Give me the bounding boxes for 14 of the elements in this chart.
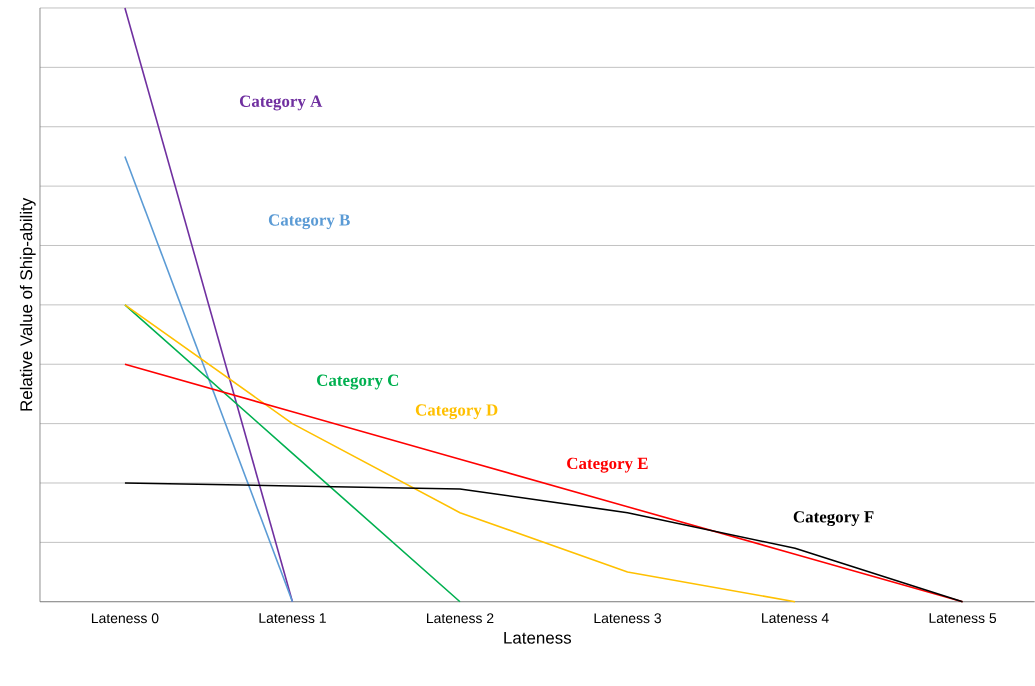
series-label: Category F (793, 511, 874, 527)
x-tick-label: Lateness 1 (259, 613, 326, 624)
x-tick-label: Lateness 5 (929, 613, 997, 624)
series-label: Category E (567, 457, 648, 473)
text: Category B (268, 214, 350, 230)
x-tick-label: Lateness 4 (762, 613, 829, 624)
y-axis-title: Relative Value of Ship-ability (19, 197, 36, 411)
text: Category D (415, 404, 498, 420)
x-axis-title: Lateness (504, 632, 572, 644)
text: Category A (239, 95, 323, 111)
x-tick-label: Lateness 2 (427, 613, 494, 624)
x-tick-label: Lateness 0 (91, 613, 159, 624)
text: Category C (317, 374, 399, 390)
x-tick-label: Lateness 3 (594, 613, 661, 624)
